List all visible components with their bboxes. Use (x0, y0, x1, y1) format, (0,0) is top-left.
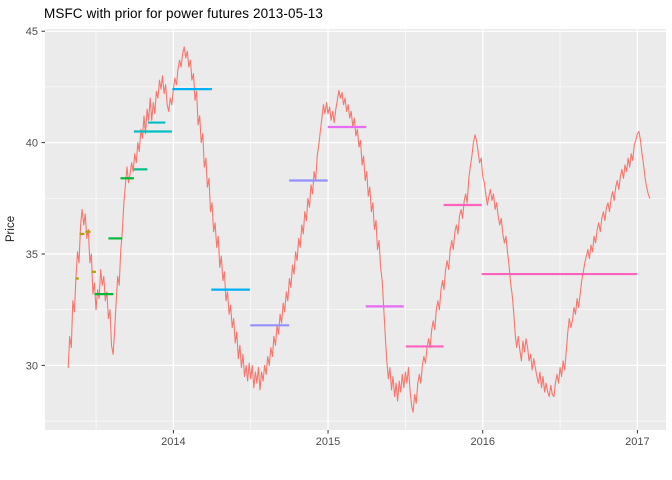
x-tick-label: 2015 (316, 436, 340, 448)
y-tick-label: 45 (26, 26, 38, 38)
chart-title: MSFC with prior for power futures 2013-0… (44, 6, 324, 21)
y-tick-label: 35 (26, 249, 38, 261)
x-tick-label: 2016 (470, 436, 494, 448)
y-axis-label: Price (5, 215, 17, 243)
x-tick-label: 2017 (625, 436, 649, 448)
y-tick-label: 30 (26, 360, 38, 372)
price-line (67, 46, 651, 413)
x-tick-label: 2014 (161, 436, 185, 448)
plot-panel (45, 29, 666, 430)
y-tick-label: 40 (26, 138, 38, 150)
